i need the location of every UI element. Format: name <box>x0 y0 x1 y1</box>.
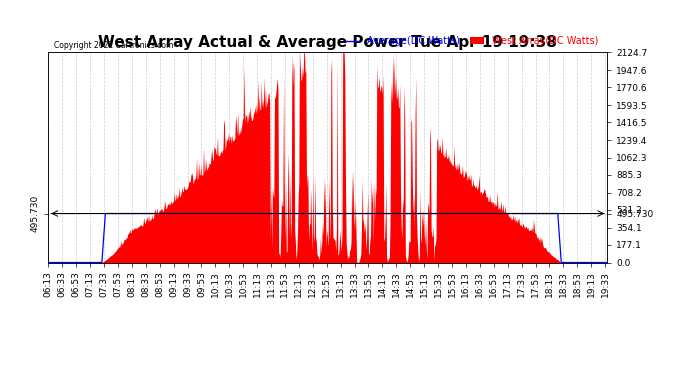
Legend: Average(DC Watts), West Array(DC Watts): Average(DC Watts), West Array(DC Watts) <box>341 32 602 50</box>
Text: Copyright 2022 Cartronics.com: Copyright 2022 Cartronics.com <box>54 41 173 50</box>
Title: West Array Actual & Average Power Tue Apr 19 19:38: West Array Actual & Average Power Tue Ap… <box>98 35 558 50</box>
